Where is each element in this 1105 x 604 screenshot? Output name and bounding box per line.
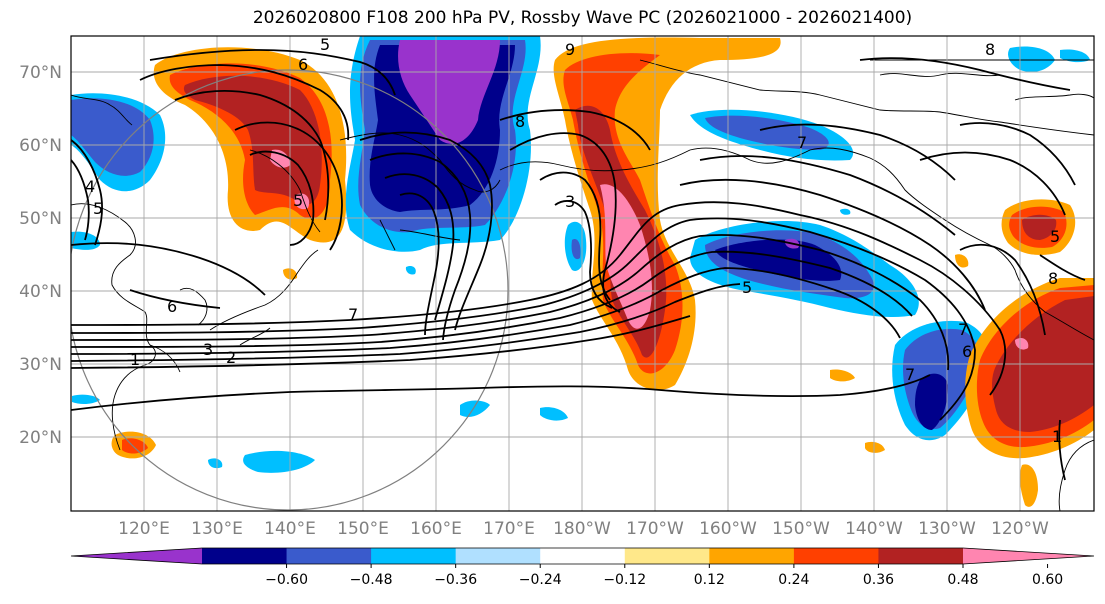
contour-label: 3 xyxy=(565,192,575,211)
lon-label: 150°W xyxy=(772,519,830,539)
colorbar-tick-label: 0.12 xyxy=(694,572,725,588)
contour-label: 7 xyxy=(958,320,968,339)
contour-label: 4 xyxy=(85,177,95,196)
colorbar-extend-max xyxy=(963,548,1094,564)
contour-label: 5 xyxy=(742,278,752,297)
colorbar-tick-label: 0.60 xyxy=(1032,572,1063,588)
latitude-labels: 70°N 60°N 50°N 40°N 30°N 20°N xyxy=(19,63,62,448)
colorbar-segment xyxy=(540,548,626,564)
lat-label: 50°N xyxy=(19,209,62,229)
contour-label: 5 xyxy=(293,191,303,210)
contour-label: 1 xyxy=(130,350,140,369)
contour-label: 1 xyxy=(1052,427,1062,446)
contour-label: 8 xyxy=(985,40,995,59)
lon-label: 160°E xyxy=(410,519,462,539)
lat-label: 20°N xyxy=(19,428,62,448)
lat-label: 40°N xyxy=(19,282,62,302)
contour-label: 7 xyxy=(905,365,915,384)
colorbar-extend-min xyxy=(71,548,202,564)
colorbar-tick-label: 0.36 xyxy=(863,572,894,588)
lon-label: 170°W xyxy=(626,519,684,539)
contour-label: 6 xyxy=(962,342,972,361)
lon-label: 180°W xyxy=(553,519,611,539)
colorbar-tick-label: −0.48 xyxy=(350,572,393,588)
lat-label: 60°N xyxy=(19,136,62,156)
contour-label: 6 xyxy=(298,55,308,74)
lon-label: 140°W xyxy=(845,519,903,539)
pv-shading-layer xyxy=(71,36,1094,507)
colorbar-tick-label: −0.24 xyxy=(519,572,562,588)
contour-label: 2 xyxy=(226,348,236,367)
colorbar-tick-label: −0.12 xyxy=(603,572,646,588)
lat-label: 30°N xyxy=(19,355,62,375)
colorbar: −0.60 −0.48 −0.36 −0.24 −0.12 0.12 0.24 0.36 0.4… xyxy=(70,547,1095,588)
colorbar-segment xyxy=(709,548,795,564)
contour-label: 5 xyxy=(93,199,103,218)
contour-label: 5 xyxy=(320,35,330,54)
contour-label: 3 xyxy=(203,340,213,359)
colorbar-segment xyxy=(371,548,457,564)
contour-label: 8 xyxy=(515,112,525,131)
lon-label: 150°E xyxy=(337,519,389,539)
coastlines xyxy=(71,59,1094,511)
lon-label: 160°W xyxy=(699,519,757,539)
colorbar-segment xyxy=(793,548,879,564)
lat-label: 70°N xyxy=(19,63,62,83)
contour-label: 7 xyxy=(797,133,807,152)
radius-circle xyxy=(71,69,509,511)
lon-label: 130°W xyxy=(918,519,976,539)
colorbar-tick-label: −0.60 xyxy=(265,572,308,588)
contour-labels: 5 6 9 8 8 4 5 3 5 6 7 1 2 3 5 7 6 7 7 1 … xyxy=(85,35,1062,446)
lon-label: 120°W xyxy=(991,519,1049,539)
colorbar-segment xyxy=(878,548,964,564)
lon-label: 130°E xyxy=(191,519,243,539)
map-border xyxy=(70,35,1095,512)
lon-label: 170°E xyxy=(483,519,535,539)
colorbar-outline xyxy=(70,547,1095,565)
map-title: 2026020800 F108 200 hPa PV, Rossby Wave … xyxy=(252,8,913,28)
longitude-labels: 120°E 130°E 140°E 150°E 160°E 170°E 180°… xyxy=(118,519,1049,539)
lon-label: 140°E xyxy=(264,519,316,539)
pv-contours xyxy=(71,49,1086,481)
colorbar-tick-label: −0.36 xyxy=(434,572,477,588)
colorbar-segment xyxy=(455,548,541,564)
contour-label: 9 xyxy=(565,40,575,59)
colorbar-segment xyxy=(624,548,710,564)
contour-label: 5 xyxy=(1050,227,1060,246)
colorbar-tick-label: 0.48 xyxy=(947,572,978,588)
graticule xyxy=(71,36,1094,511)
colorbar-segment xyxy=(286,548,372,564)
colorbar-segment xyxy=(202,548,288,564)
contour-label: 7 xyxy=(348,305,358,324)
contour-label: 8 xyxy=(1048,269,1058,288)
colorbar-tick-label: 0.24 xyxy=(778,572,809,588)
contour-label: 6 xyxy=(167,297,177,316)
lon-label: 120°E xyxy=(118,519,170,539)
